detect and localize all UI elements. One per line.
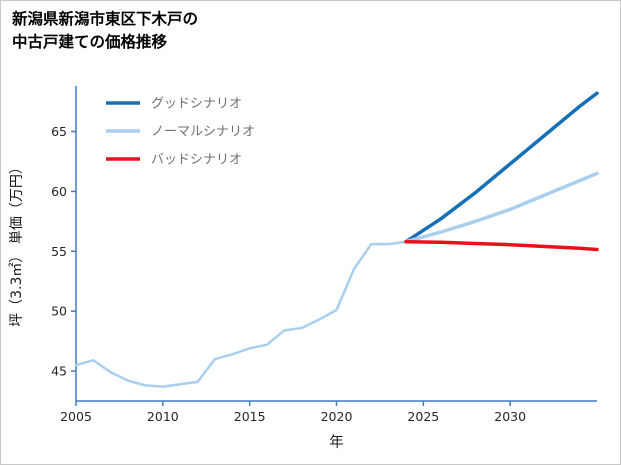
x-tick-label: 2030 (494, 409, 526, 424)
x-tick-label: 2020 (321, 409, 353, 424)
y-tick-label: 50 (51, 304, 67, 319)
y-tick-label: 65 (51, 124, 67, 139)
x-tick-label: 2005 (60, 409, 92, 424)
legend-label: ノーマルシナリオ (151, 125, 255, 140)
legend-label: グッドシナリオ (151, 97, 242, 112)
y-tick-label: 45 (51, 364, 67, 379)
series-line-バッドシナリオ (404, 239, 599, 252)
series-line-ノーマルシナリオ (404, 171, 599, 244)
x-axis-label: 年 (329, 434, 344, 451)
series-line-historical (74, 240, 408, 388)
y-tick-label: 55 (51, 244, 67, 259)
x-tick-label: 2025 (407, 409, 439, 424)
x-tick-label: 2015 (234, 409, 266, 424)
chart-title: 新潟県新潟市東区下木戸の 中古戸建ての価格推移 (12, 10, 199, 52)
legend-label: バッドシナリオ (151, 153, 242, 168)
y-tick-label: 60 (51, 184, 67, 199)
series-line-グッドシナリオ (404, 91, 599, 244)
x-tick-label: 2010 (147, 409, 179, 424)
y-axis-label: 坪（3.3㎡） 単価（万円） (9, 160, 25, 327)
